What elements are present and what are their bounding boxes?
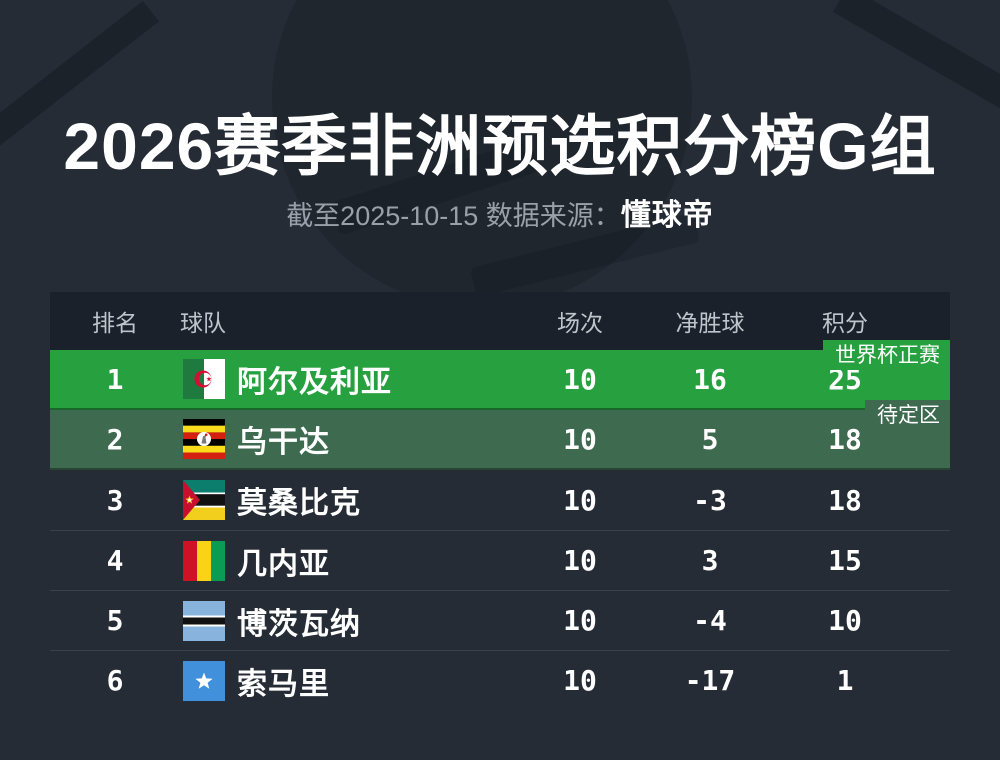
goal-diff-column-header: 净胜球 [675,310,745,336]
played-cell: 10 [563,544,597,577]
as-of-date-text: 截至2025-10-15 数据来源： [286,201,621,231]
team-name: 索马里 [237,667,330,701]
table-row: 5 博茨瓦纳 10 -4 10 [50,590,950,650]
points-column-header: 积分 [822,310,868,336]
team-name: 莫桑比克 [237,487,361,520]
standings-table: 排名 球队 场次 净胜球 积分 1 阿尔及利亚 10 16 25 [50,292,950,710]
mozambique-flag-icon [180,480,237,520]
team-name: 博茨瓦纳 [237,607,361,641]
uganda-flag-icon [180,419,237,459]
goal-diff-cell: -3 [693,483,727,517]
rank-cell: 5 [106,604,124,637]
goal-diff-cell: -4 [693,604,727,637]
points-cell: 18 [828,483,862,517]
table-row: 6 索马里 10 -17 1 [50,650,950,710]
points-cell: 10 [828,604,862,637]
playoff-zone-badge: 待定区 [865,400,950,430]
goal-diff-cell: 5 [701,422,719,456]
page-title: 2026赛季非洲预选积分榜G组 [63,109,937,183]
data-source-name: 懂球帝 [620,199,714,232]
rank-cell: 2 [106,422,124,456]
table-row: 3 莫桑比克 10 -3 18 [50,470,950,530]
algeria-flag-icon [180,359,237,399]
played-column-header: 场次 [557,310,603,336]
table-header-row: 排名 球队 场次 净胜球 积分 [50,292,950,350]
goal-diff-cell: 3 [701,544,719,577]
played-cell: 10 [563,604,597,637]
botswana-flag-icon [180,600,237,641]
table-row: 2 乌干达 10 5 18 [50,410,950,470]
table-row: 1 阿尔及利亚 10 16 25 [50,350,950,410]
team-name: 乌干达 [237,426,330,459]
played-cell: 10 [563,664,597,697]
somalia-flag-icon [180,660,237,701]
table-row: 4 几内亚 10 3 15 [50,530,950,590]
subtitle: 截至2025-10-15 数据来源：懂球帝 [0,198,1000,234]
points-cell: 15 [828,544,862,577]
rank-cell: 6 [106,664,124,697]
points-cell: 18 [828,422,862,456]
played-cell: 10 [563,362,597,396]
guinea-flag-icon [180,540,237,581]
played-cell: 10 [563,483,597,517]
goal-diff-cell: -17 [684,664,736,697]
played-cell: 10 [563,422,597,456]
rank-column-header: 排名 [92,310,138,336]
goal-diff-cell: 16 [693,362,727,396]
team-name: 几内亚 [237,547,330,581]
world-cup-zone-badge: 世界杯正赛 [823,340,950,370]
team-column-header: 球队 [180,310,226,336]
points-cell: 1 [836,664,854,697]
rank-cell: 3 [106,483,124,517]
rank-cell: 4 [106,544,124,577]
team-name: 阿尔及利亚 [237,366,392,399]
rank-cell: 1 [106,362,124,396]
